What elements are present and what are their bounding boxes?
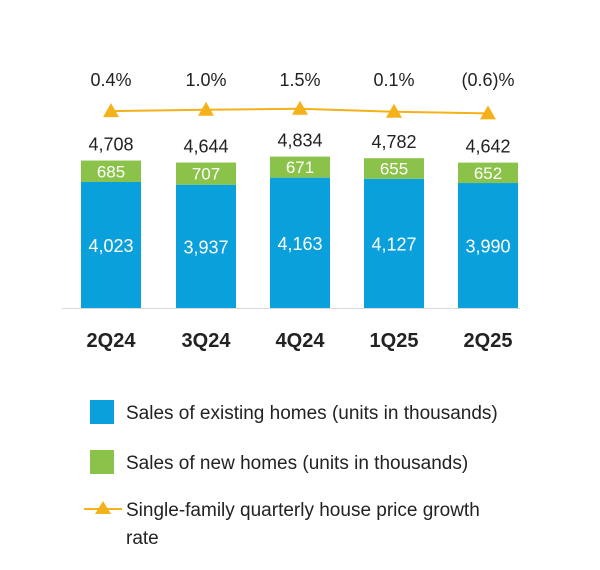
price-growth-point: [198, 101, 214, 116]
price-growth-point: [480, 105, 496, 120]
legend-label-growth-line1: Single-family quarterly house price grow…: [126, 500, 480, 521]
data-label-existing: 4,127: [371, 234, 416, 254]
price-growth-label: 0.4%: [90, 70, 131, 90]
x-tick-label: 1Q25: [370, 330, 419, 352]
legend-triangle-icon: [95, 501, 111, 514]
data-label-total: 4,782: [371, 132, 416, 152]
bars-group: 4,023 685 4,708 3,937 707 4,644 4,163 671 4,834 4…: [81, 131, 518, 308]
bar-new-2Q24: [81, 160, 141, 182]
data-label-new: 671: [286, 158, 314, 177]
bar-existing-4Q24: [270, 177, 330, 308]
x-tick-label: 4Q24: [276, 330, 326, 352]
data-label-existing: 3,937: [183, 237, 228, 257]
bar-new-1Q25: [364, 158, 424, 179]
price-growth-label: 1.0%: [185, 70, 226, 90]
data-label-total: 4,708: [88, 135, 133, 155]
legend-label-existing: Sales of existing homes (units in thousa…: [126, 403, 498, 424]
x-tick-label: 2Q24: [87, 330, 137, 352]
legend-swatch-existing: [90, 400, 114, 424]
bar-new-4Q24: [270, 156, 330, 178]
data-label-existing: 4,023: [88, 236, 133, 256]
data-label-existing: 3,990: [465, 237, 510, 257]
price-growth-label: 0.1%: [373, 70, 414, 90]
legend: Sales of existing homes (units in thousa…: [84, 400, 498, 549]
price-growth-line-group: 0.4% 1.0% 1.5% 0.1% (0.6)%: [90, 70, 515, 120]
price-growth-label: 1.5%: [279, 70, 320, 90]
data-label-total: 4,642: [465, 137, 510, 157]
price-growth-label: (0.6)%: [461, 70, 514, 90]
x-tick-label: 2Q25: [464, 330, 513, 352]
bar-existing-2Q24: [81, 182, 141, 308]
price-growth-point: [386, 103, 402, 118]
bar-existing-2Q25: [458, 183, 518, 308]
data-label-new: 685: [97, 162, 125, 181]
data-label-existing: 4,163: [277, 234, 322, 254]
data-label-total: 4,834: [277, 131, 322, 151]
legend-label-new: Sales of new homes (units in thousands): [126, 453, 468, 474]
price-growth-point: [103, 103, 119, 118]
x-tick-label: 3Q24: [182, 330, 232, 352]
legend-swatch-new: [90, 450, 114, 474]
legend-label-growth-line2: rate: [126, 528, 159, 549]
data-label-new: 707: [192, 165, 220, 184]
x-axis: 2Q24 3Q24 4Q24 1Q25 2Q25: [62, 308, 520, 352]
bar-existing-3Q24: [176, 184, 236, 308]
price-growth-point: [292, 100, 308, 115]
data-label-new: 655: [380, 159, 408, 178]
bar-existing-1Q25: [364, 178, 424, 308]
bar-new-3Q24: [176, 162, 236, 185]
data-label-total: 4,644: [183, 137, 228, 157]
bar-new-2Q25: [458, 162, 518, 184]
data-label-new: 652: [474, 164, 502, 183]
